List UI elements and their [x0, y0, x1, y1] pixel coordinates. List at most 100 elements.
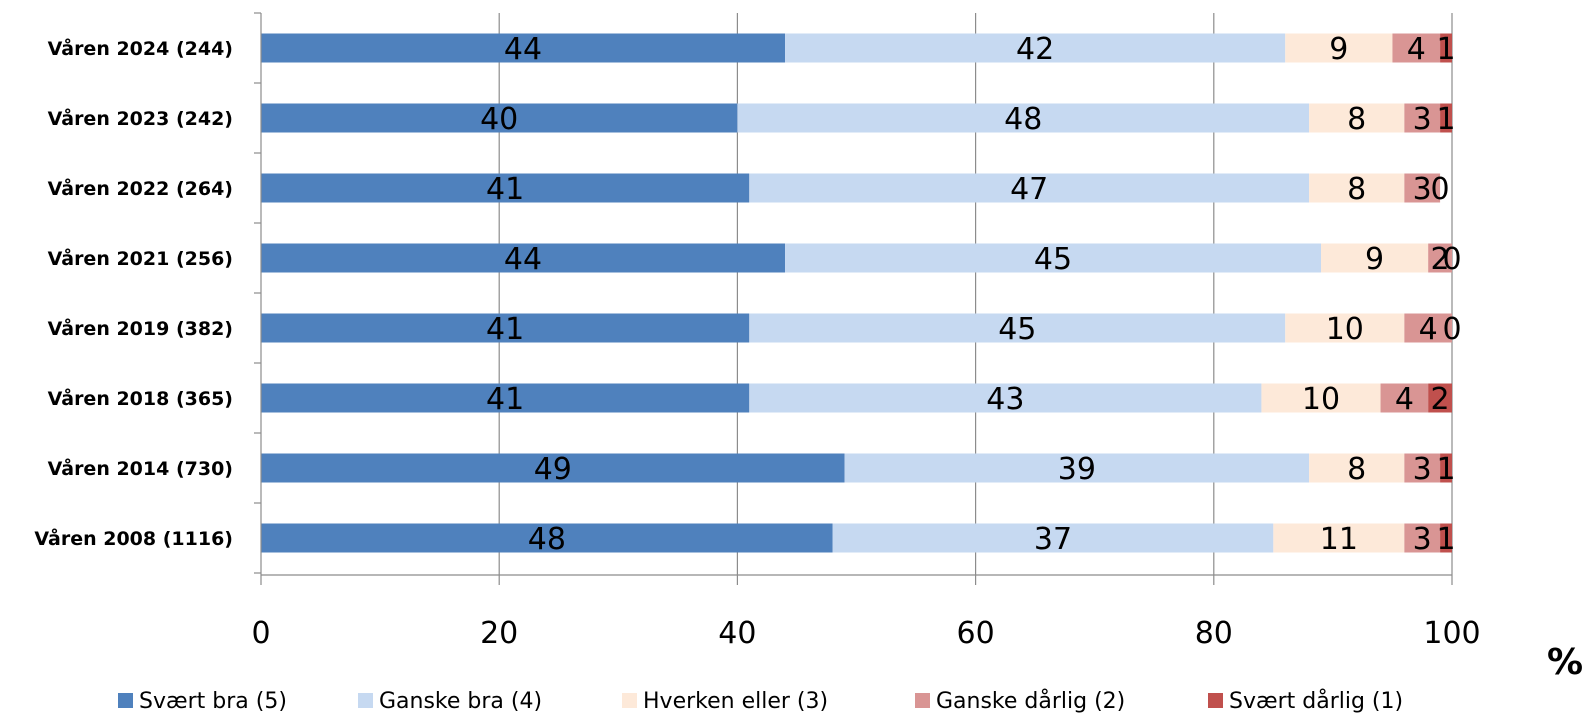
- bar-segment: [261, 523, 833, 553]
- bar-segment: [1440, 453, 1452, 483]
- data-label: 8: [1347, 172, 1366, 207]
- x-tick-label: 20: [480, 616, 518, 651]
- bar-segment: [261, 173, 750, 203]
- data-label: 9: [1365, 242, 1384, 277]
- bar-segment: [261, 313, 750, 343]
- data-label: 8: [1347, 452, 1366, 487]
- data-label: 1: [1436, 32, 1455, 67]
- bar-segment: [1309, 103, 1405, 133]
- bar-segment: [749, 173, 1310, 203]
- data-label: 0: [1442, 242, 1461, 277]
- bar-segment: [749, 313, 1286, 343]
- legend-label: Ganske bra (4): [379, 689, 542, 714]
- bar-segment: [1285, 313, 1405, 343]
- bar-segment: [1440, 523, 1452, 553]
- bar-segment: [1392, 33, 1441, 63]
- bar-segment: [1404, 173, 1441, 203]
- category-label: Våren 2022 (264): [48, 176, 233, 200]
- bar-segment: [844, 453, 1310, 483]
- legend-label: Ganske dårlig (2): [936, 688, 1125, 714]
- category-labels: Våren 2024 (244) Våren 2023 (242) Våren 20…: [34, 36, 233, 550]
- legend-swatch: [358, 693, 373, 708]
- data-label: 41: [486, 312, 524, 347]
- category-label: Våren 2008 (1116): [34, 526, 233, 550]
- bar-segment: [1440, 33, 1452, 63]
- category-label: Våren 2014 (730): [48, 456, 233, 480]
- bar-segment: [1309, 453, 1405, 483]
- data-label: 4: [1395, 382, 1414, 417]
- bar-segment: [1404, 523, 1441, 553]
- data-label: 44: [504, 32, 542, 67]
- bar-segment: [785, 243, 1321, 273]
- data-label: 2: [1431, 242, 1450, 277]
- bar-segment: [1428, 383, 1452, 413]
- axes: [254, 12, 1453, 585]
- data-label: 48: [528, 522, 566, 557]
- data-label: 42: [1016, 32, 1054, 67]
- gridlines: [498, 13, 1453, 575]
- data-label: 47: [1010, 172, 1048, 207]
- x-tick-label: 0: [251, 616, 270, 651]
- data-label: 10: [1326, 312, 1364, 347]
- bar-segment: [1440, 103, 1452, 133]
- data-label: 10: [1302, 382, 1340, 417]
- bar-segment: [261, 33, 786, 63]
- bar-segment: [261, 103, 738, 133]
- bar-segment: [261, 383, 750, 413]
- bar-segment: [1273, 523, 1405, 553]
- data-label: 4: [1407, 32, 1426, 67]
- data-label: 3: [1413, 452, 1432, 487]
- bar-segment: [1380, 383, 1429, 413]
- bar-segment: [832, 523, 1274, 553]
- bar-segment: [261, 243, 786, 273]
- x-tick-labels: 0 20 40 60 80 100: [251, 616, 1480, 651]
- data-label: 9: [1329, 32, 1348, 67]
- data-label: 41: [486, 382, 524, 417]
- data-label: 41: [486, 172, 524, 207]
- data-label: 0: [1442, 312, 1461, 347]
- data-label: 4: [1419, 312, 1438, 347]
- data-label: 3: [1413, 172, 1432, 207]
- bar-segment: [737, 103, 1310, 133]
- bar-segment: [261, 453, 845, 483]
- category-label: Våren 2021 (256): [48, 246, 233, 270]
- data-label: 0: [1431, 172, 1450, 207]
- data-label: 48: [1004, 102, 1042, 137]
- legend-swatch: [1208, 693, 1223, 708]
- data-label: 45: [998, 312, 1036, 347]
- data-label: 1: [1436, 452, 1455, 487]
- category-label: Våren 2023 (242): [48, 106, 233, 130]
- bar-segment: [785, 33, 1286, 63]
- bar-segment: [1320, 243, 1429, 273]
- bar-segment: [1285, 33, 1393, 63]
- legend-label: Svært dårlig (1): [1229, 688, 1403, 714]
- x-tick-label: 60: [957, 616, 995, 651]
- bar-segment: [1261, 383, 1381, 413]
- data-label: 37: [1034, 522, 1072, 557]
- category-label: Våren 2024 (244): [48, 36, 233, 60]
- x-tick-label: 100: [1423, 616, 1480, 651]
- data-label: 1: [1436, 522, 1455, 557]
- legend-label: Svært bra (5): [139, 689, 287, 714]
- data-label: 3: [1413, 522, 1432, 557]
- legend-label: Hverken eller (3): [643, 689, 828, 714]
- legend: Svært bra (5) Ganske bra (4) Hverken eller…: [118, 688, 1403, 714]
- x-tick-label: 80: [1195, 616, 1233, 651]
- legend-swatch: [622, 693, 637, 708]
- data-label: 49: [534, 452, 572, 487]
- bar-segment: [1404, 453, 1441, 483]
- category-label: Våren 2018 (365): [48, 386, 233, 410]
- x-tick-label: 40: [718, 616, 756, 651]
- legend-swatch: [118, 693, 133, 708]
- data-label: 45: [1034, 242, 1072, 277]
- data-label: 44: [504, 242, 542, 277]
- bar-segment: [1404, 313, 1452, 343]
- bar-segment: [749, 383, 1262, 413]
- data-label: 11: [1320, 522, 1358, 557]
- data-label: 39: [1058, 452, 1096, 487]
- data-label: 1: [1436, 102, 1455, 137]
- category-label: Våren 2019 (382): [48, 316, 233, 340]
- data-label: 3: [1413, 102, 1432, 137]
